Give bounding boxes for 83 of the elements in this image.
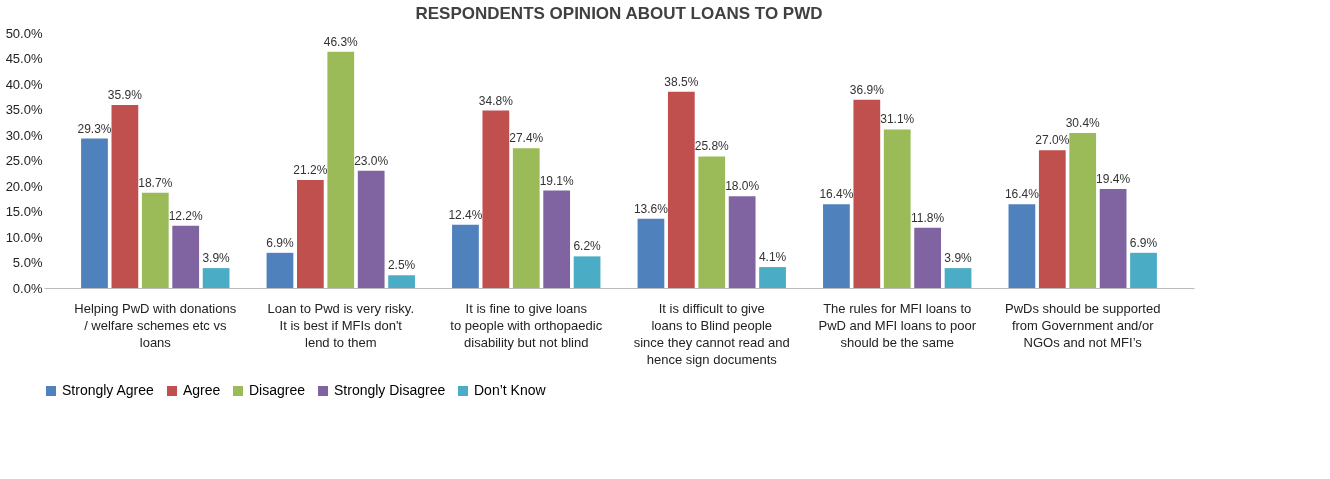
bar — [1069, 132, 1097, 288]
bar — [823, 204, 850, 288]
y-tick-label: 15.0% — [5, 204, 43, 219]
x-tick-label: Helping PwD with donations / welfare schemes etc vs loans — [74, 300, 237, 350]
data-label: 2.5% — [387, 258, 416, 273]
data-label: 16.4% — [1004, 187, 1040, 202]
bar — [637, 218, 665, 288]
bar — [388, 275, 415, 288]
bar — [883, 129, 911, 288]
legend-label: Disagree — [249, 382, 306, 398]
bar — [202, 268, 230, 288]
bar — [1008, 204, 1036, 288]
data-label: 36.9% — [849, 82, 885, 97]
bar — [573, 256, 601, 288]
bar — [81, 138, 108, 288]
bar — [667, 91, 695, 288]
data-label: 3.9% — [944, 251, 973, 266]
x-tick-label: It is difficult to give loans to Blind people since they cannot read and hence sign documents — [633, 300, 790, 367]
legend-label: Strongly Agree — [62, 382, 155, 398]
bar — [296, 179, 324, 288]
x-tick-label: Loan to Pwd is very risky. It is best if MFIs don't lend to them — [267, 300, 414, 350]
bar — [111, 104, 139, 288]
data-label: 27.4% — [509, 131, 544, 146]
bar — [1099, 189, 1127, 288]
data-label: 38.5% — [664, 74, 699, 89]
y-tick-label: 10.0% — [5, 229, 43, 245]
bar — [728, 196, 756, 288]
bar — [482, 110, 510, 288]
data-label: 29.3% — [77, 121, 112, 136]
data-label: 18.0% — [725, 179, 760, 194]
y-tick-label: 20.0% — [5, 178, 43, 194]
data-label: 34.8% — [478, 93, 514, 108]
bar — [452, 224, 479, 288]
data-label: 11.8% — [911, 210, 945, 225]
data-label: 6.2% — [573, 239, 602, 254]
data-label: 3.9% — [202, 251, 231, 266]
data-label: 46.3% — [323, 34, 359, 49]
x-tick-label: The rules for MFI loans to PwD and MFI loans to poor should be the same — [818, 300, 977, 350]
bar — [141, 192, 169, 288]
data-label: 16.4% — [819, 187, 854, 202]
y-tick-label: 45.0% — [5, 51, 43, 66]
legend-label: Strongly Disagree — [334, 382, 446, 398]
data-label: 25.8% — [694, 139, 730, 154]
data-label: 21.2% — [293, 162, 328, 177]
data-label: 23.0% — [354, 153, 389, 168]
y-tick-label: 30.0% — [5, 127, 43, 143]
bar — [853, 99, 881, 288]
bar — [759, 267, 786, 288]
bar — [327, 51, 355, 288]
y-tick-label: 40.0% — [5, 76, 43, 92]
y-tick-label: 50.0% — [5, 25, 43, 41]
x-tick-label: PwDs should be supported from Government and/or NGOs and not MFI’s — [1005, 300, 1161, 350]
y-tick-label: 25.0% — [5, 153, 43, 168]
data-label: 19.1% — [539, 173, 575, 188]
data-label: 6.9% — [266, 235, 294, 250]
legend-label: Agree — [183, 382, 221, 398]
bar — [512, 148, 540, 288]
data-label: 12.4% — [448, 207, 483, 222]
bar — [698, 156, 726, 288]
data-label: 31.1% — [880, 112, 915, 127]
y-tick-label: 35.0% — [5, 102, 43, 117]
y-tick-label: 0.0% — [12, 280, 43, 296]
data-label: 4.1% — [758, 250, 787, 265]
y-tick-label: 5.0% — [12, 255, 43, 270]
chart-title: RESPONDENTS OPINION ABOUT LOANS TO PWD — [415, 4, 823, 23]
data-label: 27.0% — [1035, 133, 1070, 148]
data-label: 19.4% — [1096, 172, 1131, 187]
bar — [1038, 150, 1066, 288]
data-label: 12.2% — [168, 208, 204, 223]
bar — [357, 170, 385, 288]
bar — [172, 225, 200, 288]
data-label: 18.7% — [138, 175, 173, 190]
data-label: 13.6% — [633, 201, 669, 216]
bar — [914, 227, 942, 288]
bar — [1130, 252, 1157, 288]
data-label: 35.9% — [107, 87, 143, 102]
x-tick-label: It is fine to give loans to people with orthopaedic disability but not blind — [450, 300, 603, 350]
bar — [944, 268, 972, 288]
data-label: 30.4% — [1065, 115, 1101, 130]
bar — [543, 190, 571, 288]
legend-label: Don’t Know — [474, 382, 547, 398]
data-label: 6.9% — [1129, 235, 1158, 250]
bar — [266, 252, 294, 288]
